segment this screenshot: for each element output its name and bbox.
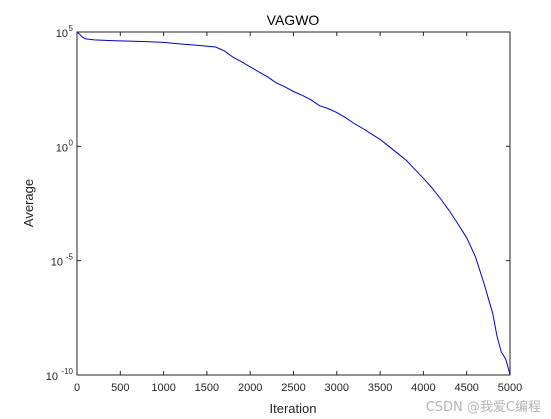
y-tick-label: 10	[56, 28, 68, 40]
y-tick-exponent: 5	[69, 24, 74, 33]
plot-area	[76, 31, 511, 376]
x-tick-label: 0	[74, 382, 80, 394]
x-tick-label: 2000	[238, 382, 262, 394]
x-tick-label: 1500	[195, 382, 219, 394]
series-layer	[76, 31, 511, 376]
x-tick-label: 500	[111, 382, 129, 394]
y-tick-label: 10	[56, 142, 68, 154]
x-tick-label: 3000	[325, 382, 349, 394]
x-axis: 0 500 1000 1500 2000 2500 3000 3500 4000 4500 5000	[74, 32, 522, 394]
chart-title: VAGWO	[267, 12, 320, 28]
y-tick-exponent: 0	[69, 138, 74, 147]
x-tick-label: 2500	[281, 382, 305, 394]
y-tick-exponent: -5	[66, 253, 74, 262]
y-tick-label: 10	[51, 257, 63, 269]
x-tick-label: 1000	[151, 382, 175, 394]
y-tick-exponent: -10	[61, 367, 73, 376]
x-tick-label: 5000	[498, 382, 522, 394]
y-tick-label: 10	[46, 371, 58, 383]
x-tick-label: 4500	[454, 382, 478, 394]
x-axis-label: Iteration	[270, 401, 317, 416]
x-tick-label: 4000	[411, 382, 435, 394]
x-tick-label: 3500	[368, 382, 392, 394]
series-line	[76, 31, 511, 376]
watermark: CSDN @我爱C编程	[425, 400, 541, 415]
y-axis-label: Average	[21, 179, 36, 227]
